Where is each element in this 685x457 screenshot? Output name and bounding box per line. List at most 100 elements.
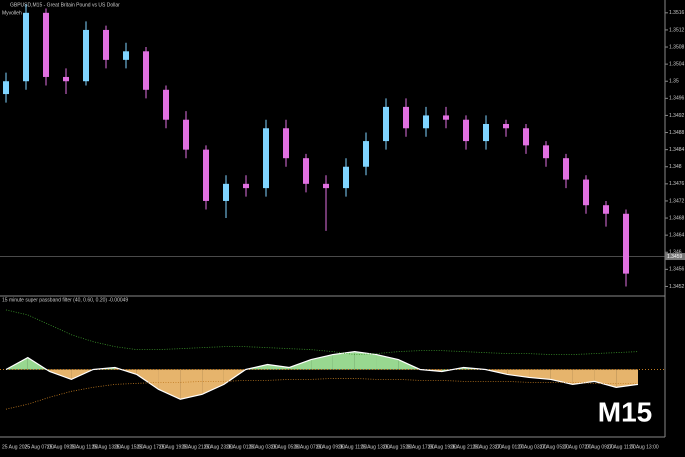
candle-body xyxy=(183,119,189,150)
time-label: 25 Aug 23:00 xyxy=(204,444,234,450)
time-label: 25 Aug 11:00 xyxy=(69,444,98,450)
price-label: 1.3464 xyxy=(669,232,685,238)
price-label: 1.3452 xyxy=(669,284,685,290)
filter-fill xyxy=(332,351,355,370)
time-label: 27 Aug 05:00 xyxy=(540,444,570,450)
price-label: 1.3492 xyxy=(669,113,685,119)
time-label: 25 Aug 07:00 xyxy=(24,444,54,450)
filter-fill xyxy=(354,351,377,370)
symbol-title: GBPUSD,M15 - Great Britain Pound vs US D… xyxy=(10,2,120,8)
price-label: 1.3472 xyxy=(669,198,685,204)
time-label: 25 Aug 17:00 xyxy=(136,444,166,450)
candle-body xyxy=(323,183,329,189)
price-label: 1.3516 xyxy=(669,10,685,16)
time-label: 26 Aug 03:00 xyxy=(248,444,278,450)
time-label: 27 Aug 07:00 xyxy=(562,444,592,450)
time-label: 26 Aug 13:00 xyxy=(360,444,390,450)
price-label: 1.3484 xyxy=(669,147,685,153)
price-label: 1.3512 xyxy=(669,27,685,33)
filter-fill xyxy=(616,369,638,388)
candle-body xyxy=(563,158,569,180)
time-label: 26 Aug 09:00 xyxy=(316,444,346,450)
candle-body xyxy=(383,106,389,142)
time-label: 26 Aug 07:00 xyxy=(293,444,323,450)
time-label: 27 Aug 01:00 xyxy=(495,444,525,450)
filter-fill xyxy=(180,369,203,400)
filter-fill xyxy=(529,369,551,380)
time-label: 27 Aug 03:00 xyxy=(517,444,547,450)
candle-body xyxy=(223,183,229,201)
candle-body xyxy=(483,123,489,142)
time-label: 26 Aug 17:00 xyxy=(405,444,435,450)
timeframe-badge: M15 xyxy=(598,396,652,427)
time-label: 26 Aug 15:00 xyxy=(383,444,413,450)
time-label: 25 Aug 21:00 xyxy=(181,444,211,450)
candle-body xyxy=(523,128,529,146)
candle-body xyxy=(403,106,409,129)
time-label: 26 Aug 01:00 xyxy=(226,444,256,450)
candle-body xyxy=(3,81,9,95)
time-label: 26 Aug 23:00 xyxy=(472,444,502,450)
time-label: 27 Aug 13:00 xyxy=(629,444,659,450)
time-label: 27 Aug 11:00 xyxy=(607,444,636,450)
filter-fill xyxy=(441,367,464,372)
price-label: 1.348 xyxy=(669,164,682,170)
price-label: 1.3504 xyxy=(669,61,685,67)
candle-body xyxy=(23,12,29,82)
price-tag-label: 1.3459 xyxy=(667,254,683,260)
indicator-name: Myvolleh xyxy=(2,10,22,16)
series-lower xyxy=(5,378,638,410)
price-label: 1.35 xyxy=(669,79,679,85)
candle-body xyxy=(83,29,89,82)
candle-body xyxy=(243,183,249,189)
candle-body xyxy=(143,51,149,90)
candle-body xyxy=(63,76,69,82)
candle-body xyxy=(43,12,49,77)
time-label: 27 Aug 09:00 xyxy=(584,444,614,450)
candle-body xyxy=(283,128,289,159)
candle-body xyxy=(203,149,209,201)
price-label: 1.3456 xyxy=(669,267,685,273)
time-label: 25 Aug 09:00 xyxy=(47,444,77,450)
time-label: 25 Aug 13:00 xyxy=(92,444,122,450)
price-label: 1.3508 xyxy=(669,44,685,50)
candle-body xyxy=(603,205,609,214)
time-label: 25 Aug 19:00 xyxy=(159,444,189,450)
series-upper xyxy=(5,309,639,355)
candle-body xyxy=(623,213,629,274)
candle-body xyxy=(463,119,469,142)
subwindow-title: 15 minute super passband filter (40, 0.6… xyxy=(2,297,128,303)
filter-fill xyxy=(572,369,595,385)
candle-body xyxy=(163,89,169,120)
candle-body xyxy=(103,29,109,60)
candle-body xyxy=(423,115,429,129)
time-label: 25 Aug 2025 xyxy=(2,444,30,450)
candle-body xyxy=(343,166,349,189)
filter-fill xyxy=(594,369,617,388)
filter-fill xyxy=(158,369,181,400)
price-label: 1.3488 xyxy=(669,130,685,136)
candle-body xyxy=(363,141,369,167)
price-label: 1.346 xyxy=(669,250,682,256)
candle-body xyxy=(543,145,549,159)
candle-body xyxy=(503,123,509,129)
candle-body xyxy=(123,51,129,60)
filter-fill xyxy=(136,369,159,390)
time-label: 25 Aug 15:00 xyxy=(114,444,144,450)
time-label: 26 Aug 05:00 xyxy=(271,444,301,450)
candle-body xyxy=(263,128,269,189)
price-label: 1.3476 xyxy=(669,181,685,187)
price-label: 1.3468 xyxy=(669,215,685,221)
candle-body xyxy=(443,115,449,120)
candle-body xyxy=(303,158,309,184)
candle-body xyxy=(583,179,589,206)
time-label: 26 Aug 11:00 xyxy=(338,444,367,450)
time-label: 26 Aug 21:00 xyxy=(450,444,480,450)
price-label: 1.3496 xyxy=(669,96,685,102)
filter-fill xyxy=(507,369,530,378)
filter-fill xyxy=(202,369,224,395)
time-label: 26 Aug 19:00 xyxy=(428,444,458,450)
price-tag xyxy=(665,253,685,261)
